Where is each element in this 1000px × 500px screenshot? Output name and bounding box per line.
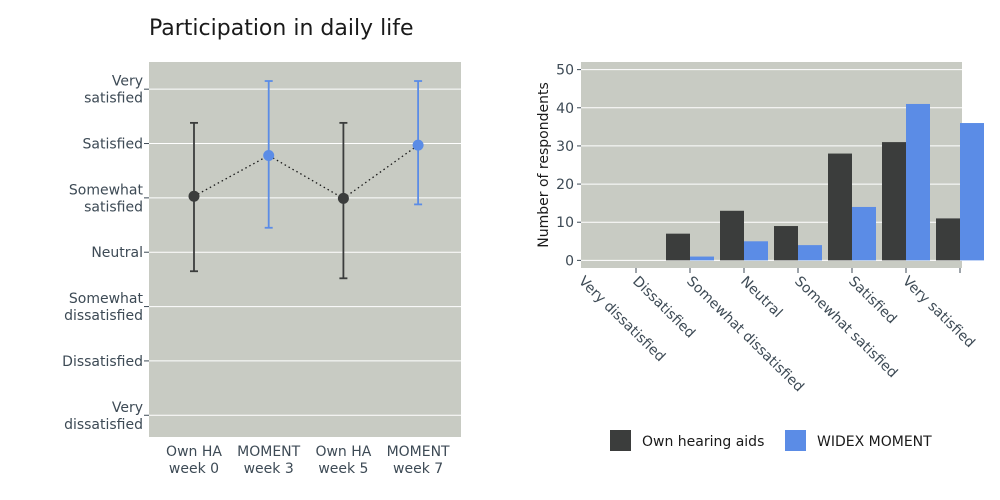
bar-widex-moment <box>744 241 768 261</box>
left-connector-line <box>193 144 419 200</box>
right-x-tick-label: Very satisfied <box>899 273 978 351</box>
left-y-tick-label: Very satisfied <box>84 74 143 107</box>
left-y-tick-label: Somewhat dissatisfied <box>64 291 143 324</box>
bar-own-hearing-aids <box>666 233 690 261</box>
legend-swatch-widex-moment <box>785 430 806 451</box>
bar-own-hearing-aids <box>936 218 960 261</box>
left-y-tick-label: Satisfied <box>83 137 143 153</box>
left-y-tick-label: Neutral <box>91 245 143 261</box>
mean-point <box>337 192 349 204</box>
bar-widex-moment <box>690 256 714 261</box>
bar-own-hearing-aids <box>774 226 798 261</box>
right-y-tick-label: 50 <box>556 63 574 79</box>
left-x-tick-label: MOMENT week 3 <box>237 444 300 477</box>
legend-label-widex-moment: WIDEX MOMENT <box>817 434 932 450</box>
right-y-axis-title: Number of respondents <box>536 82 552 247</box>
left-chart: Very dissatisfied Dissatisfied Somewhat diss… <box>62 62 461 477</box>
left-y-tick-label: Dissatisfied <box>62 354 143 370</box>
left-x-tick-label: MOMENT week 7 <box>387 444 450 477</box>
bar-widex-moment <box>960 123 984 261</box>
left-y-tick-label: Somewhat satisfied <box>69 182 144 215</box>
bar-widex-moment <box>798 245 822 261</box>
bar-own-hearing-aids <box>882 142 906 261</box>
right-y-tick-label: 40 <box>556 101 574 117</box>
right-y-tick-label: 10 <box>556 215 574 231</box>
left-y-tick-label: Very dissatisfied <box>64 400 143 433</box>
legend-label-own-hearing-aids: Own hearing aids <box>642 434 764 450</box>
left-chart-title: Participation in daily life <box>149 16 414 41</box>
right-x-tick-label: Satisfied <box>845 273 899 327</box>
right-x-tick-label: Somewhat satisfied <box>791 273 900 381</box>
mean-point <box>412 139 424 151</box>
left-x-tick-label: Own HA week 0 <box>166 444 222 477</box>
bar-widex-moment <box>906 103 930 261</box>
bar-own-hearing-aids <box>720 210 744 261</box>
right-y-tick-label: 30 <box>556 139 574 155</box>
mean-point <box>263 149 275 161</box>
bar-own-hearing-aids <box>828 153 852 261</box>
left-plot-area <box>149 62 461 437</box>
legend-swatch-own-hearing-aids <box>610 430 631 451</box>
right-x-tick-label: Neutral <box>737 273 785 321</box>
right-y-tick-label: 20 <box>556 177 574 193</box>
right-y-tick-label: 0 <box>565 253 574 269</box>
legend: Own hearing aids WIDEX MOMENT <box>610 430 932 451</box>
bar-widex-moment <box>852 206 876 261</box>
mean-point <box>188 190 200 202</box>
left-x-tick-label: Own HA week 5 <box>315 444 371 477</box>
